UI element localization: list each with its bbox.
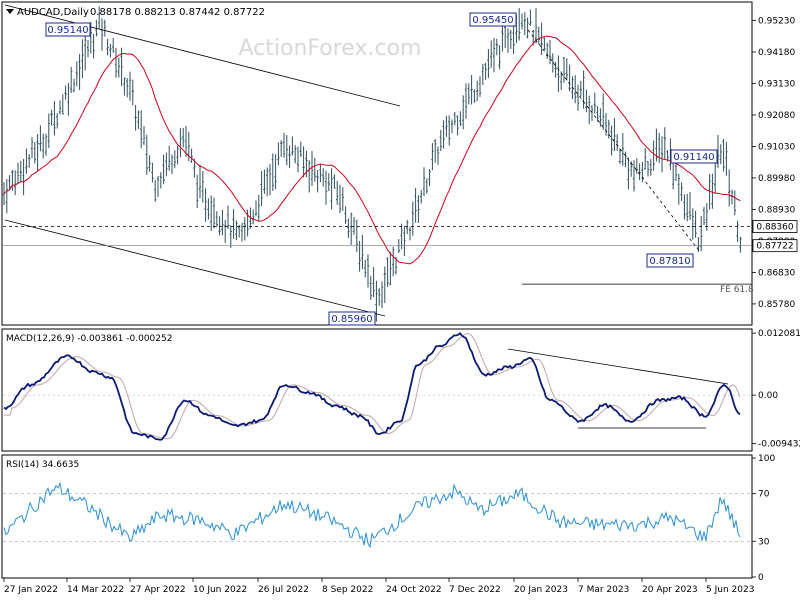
macd-title: MACD(12,26,9) -0.003861 -0.000252 xyxy=(6,334,172,344)
macd-tick-label: 0.012081 xyxy=(758,329,800,339)
dashed-trend-line xyxy=(527,29,701,253)
price-tick-label: 0.85780 xyxy=(758,300,795,310)
rsi-tick-label: 30 xyxy=(758,537,770,547)
date-tick-label: 8 Sep 2022 xyxy=(322,585,373,595)
moving-average-line xyxy=(3,35,741,265)
price-tick-label: 0.88930 xyxy=(758,205,795,215)
watermark: ActionForex.com xyxy=(239,36,422,61)
rsi-title: RSI(14) 34.6635 xyxy=(6,460,79,470)
symbol-dropdown-icon[interactable] xyxy=(6,9,14,14)
svg-text:0.95140: 0.95140 xyxy=(47,25,88,36)
price-tick-label: 0.93130 xyxy=(758,79,795,89)
date-tick-label: 5 Jun 2023 xyxy=(706,585,754,595)
annotation-95450: 0.95450 xyxy=(469,12,517,27)
svg-text:0.91140: 0.91140 xyxy=(673,152,714,163)
date-tick-label: 27 Apr 2022 xyxy=(130,585,186,595)
date-tick-label: 10 Jun 2022 xyxy=(193,585,247,595)
svg-text:0.87810: 0.87810 xyxy=(649,256,690,267)
annotation-91140: 0.91140 xyxy=(670,149,718,164)
price-tick-label: 0.89980 xyxy=(758,174,795,184)
date-tick-label: 7 Mar 2023 xyxy=(578,585,629,595)
rsi-tick-label: 0 xyxy=(758,573,764,583)
svg-text:0.95450: 0.95450 xyxy=(472,15,513,26)
date-tick-label: 7 Dec 2022 xyxy=(449,585,501,595)
date-tick-label: 27 Jan 2022 xyxy=(4,585,58,595)
price-panel-frame xyxy=(1,1,753,326)
macd-panel-frame xyxy=(1,328,753,452)
rsi-line xyxy=(3,481,741,549)
macd-line xyxy=(3,331,741,441)
price-tick-label: 0.95230 xyxy=(758,16,795,26)
fe-label: FE 61.8 xyxy=(720,285,754,295)
price-tick-label: 0.91030 xyxy=(758,142,795,152)
annotation-87810: 0.87810 xyxy=(646,253,694,268)
ohlc-label: 0.88178 0.88213 0.87442 0.87722 xyxy=(90,7,265,18)
macd-tick-label: 0.00 xyxy=(758,391,778,401)
annotation-95140: 0.95140 xyxy=(45,22,91,37)
price-tick-label: 0.86830 xyxy=(758,268,795,278)
rsi-panel-frame xyxy=(1,454,753,579)
svg-text:0.85960: 0.85960 xyxy=(331,314,372,325)
price-bars xyxy=(2,6,742,322)
channel-lower-line xyxy=(4,219,386,317)
rsi-tick-label: 100 xyxy=(758,454,775,464)
date-axis: 27 Jan 2022 14 Mar 2022 27 Apr 2022 10 Jun … xyxy=(3,578,754,595)
macd-axis: 0.012081 0.00 -0.009432 xyxy=(752,329,800,450)
svg-text:0.88360: 0.88360 xyxy=(756,223,793,233)
current-price-tag: 0.87722 xyxy=(752,239,798,253)
macd-trend-line xyxy=(507,348,729,385)
price-tick-label: 0.92080 xyxy=(758,111,795,121)
date-tick-label: 24 Oct 2022 xyxy=(386,585,442,595)
level-price-tag: 0.88360 xyxy=(752,220,798,233)
price-tick-label: 0.94180 xyxy=(758,48,795,58)
rsi-tick-label: 70 xyxy=(758,490,770,500)
date-tick-label: 20 Apr 2023 xyxy=(642,585,698,595)
macd-signal-line xyxy=(4,333,741,440)
date-tick-label: 14 Mar 2022 xyxy=(67,585,124,595)
date-tick-label: 20 Jan 2023 xyxy=(514,585,568,595)
svg-text:0.87722: 0.87722 xyxy=(756,242,793,252)
channel-upper-line xyxy=(4,4,401,107)
annotation-85960: 0.85960 xyxy=(328,311,376,326)
macd-tick-label: -0.009432 xyxy=(758,440,800,450)
rsi-axis: 100 70 30 0 xyxy=(752,454,775,583)
symbol-label: AUDCAD,Daily xyxy=(17,7,89,18)
date-tick-label: 26 Jul 2022 xyxy=(258,585,309,595)
